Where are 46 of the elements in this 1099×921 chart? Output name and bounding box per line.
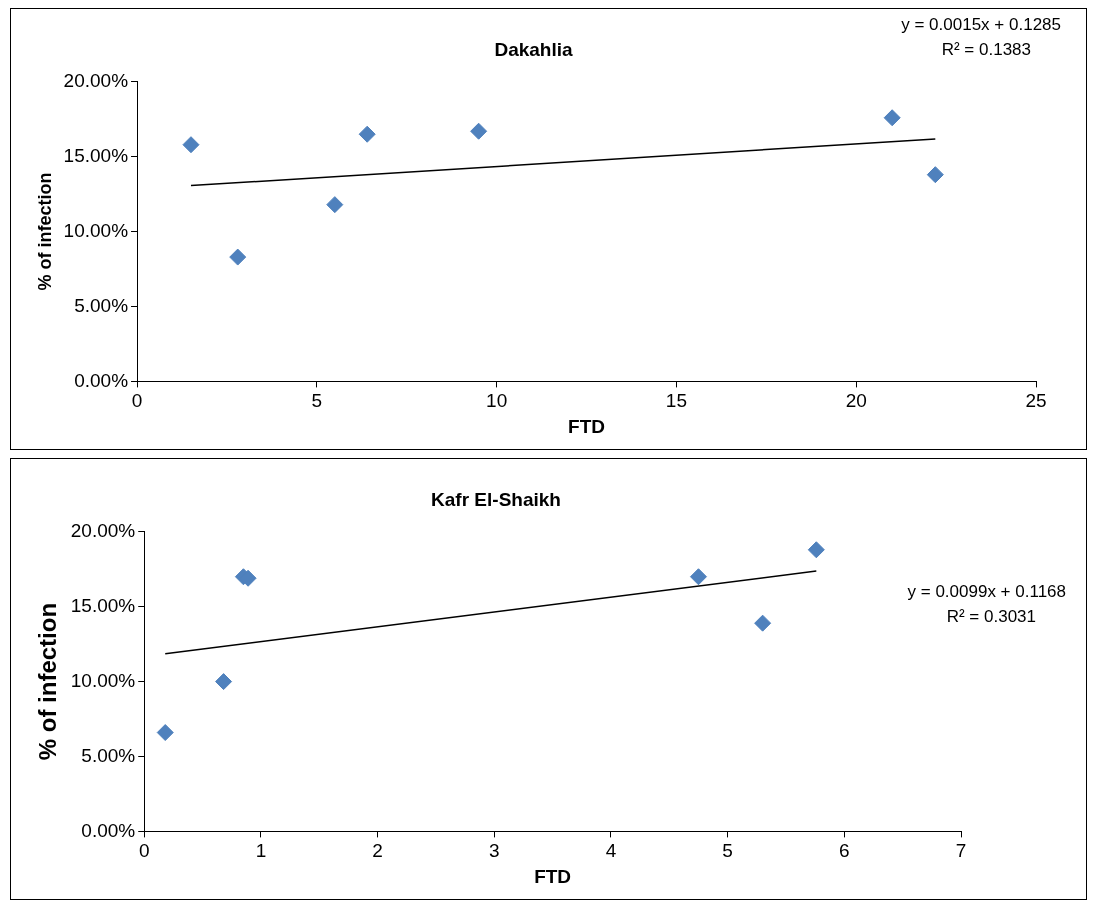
annotation: R² = 0.3031 — [946, 607, 1036, 627]
x-axis-title: FTD — [534, 865, 572, 887]
point — [229, 248, 247, 266]
y-tick-label: 5.00% — [74, 294, 129, 316]
y-axis-title: % of infection — [34, 172, 55, 291]
x-tick-label: 3 — [488, 840, 500, 862]
chart-title: Kafr El-Shaikh — [431, 488, 561, 510]
x-tick-label: 15 — [665, 390, 687, 412]
y-tick-label: 10.00% — [70, 669, 136, 691]
x-tick-label: 20 — [845, 390, 867, 412]
point — [215, 673, 233, 691]
chart-title: Dakahlia — [494, 38, 574, 60]
point — [358, 125, 376, 143]
point — [883, 109, 901, 127]
x-axis-title: FTD — [568, 415, 605, 437]
y-tick-label: 0.00% — [81, 819, 136, 841]
point — [807, 541, 825, 559]
point — [182, 136, 200, 154]
point — [470, 122, 488, 140]
y-tick-label: 15.00% — [70, 594, 136, 616]
y-tick-label: 10.00% — [63, 219, 129, 241]
text: R² = 0.1383 — [941, 40, 1031, 60]
x-tick-label: 1 — [255, 840, 267, 862]
y-axis-title: % of infection — [34, 602, 62, 761]
point — [926, 166, 944, 184]
y-tick-label: 5.00% — [81, 744, 136, 766]
y-tick-label: 0.00% — [74, 369, 129, 391]
x-tick-label: 0 — [138, 840, 150, 862]
x-tick-label: 6 — [839, 840, 850, 862]
x-tick-label: 0 — [131, 390, 143, 412]
x-tick-label: 5 — [311, 390, 323, 412]
point — [689, 568, 707, 586]
x-tick-label: 7 — [955, 840, 967, 862]
x-tick-label: 2 — [372, 840, 383, 862]
x-tick-label: 25 — [1025, 390, 1047, 412]
y-tick-label: 20.00% — [63, 70, 129, 92]
point — [156, 724, 174, 742]
annotation: y = 0.0099x + 0.1168 — [907, 582, 1066, 602]
x-tick-label: 10 — [486, 390, 508, 412]
point — [326, 196, 344, 214]
y-tick-label: 15.00% — [63, 144, 129, 166]
y-tick-label: 20.00% — [70, 520, 136, 542]
x-tick-label: 5 — [722, 840, 733, 862]
x-tick-label: 4 — [605, 840, 617, 862]
text: y = 0.0015x + 0.1285 — [901, 15, 1061, 35]
point — [754, 614, 772, 632]
